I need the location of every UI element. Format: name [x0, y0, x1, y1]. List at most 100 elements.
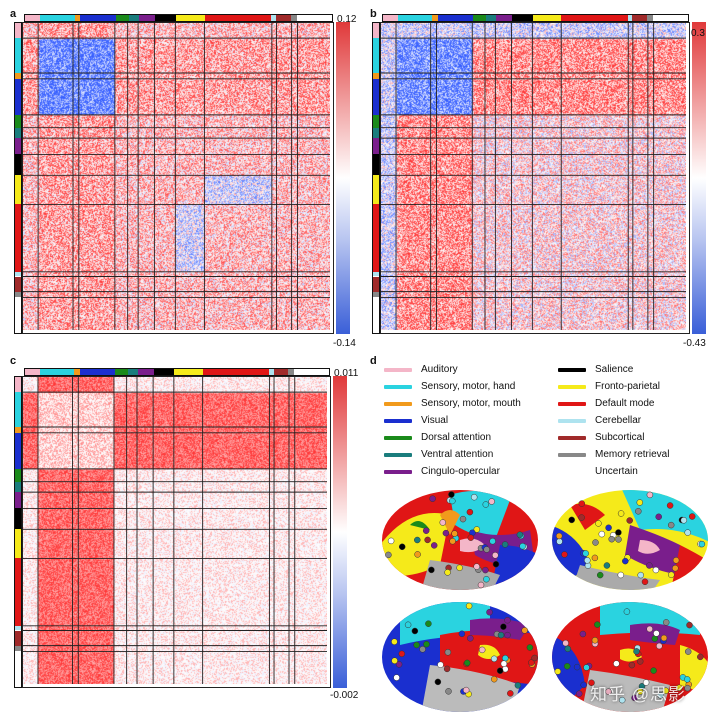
brain-node-dot [391, 638, 398, 645]
network-segment [373, 138, 379, 155]
brain-node-dot [617, 571, 625, 579]
network-segment [39, 369, 75, 375]
brain-node-dot [430, 542, 438, 549]
brain-node-dot [646, 562, 653, 569]
brain-node-dot [437, 661, 444, 669]
network-legend: Auditory Sensory, motor, hand Sensory, mot… [384, 362, 704, 492]
network-segment [15, 127, 21, 139]
brain-node-dot [662, 687, 670, 694]
brain-node-dot [686, 621, 693, 629]
brain-surface-renderings [382, 490, 708, 712]
legend-label: Sensory, motor, hand [421, 381, 516, 392]
brain-node-dot [398, 543, 406, 551]
legend-item: Auditory [384, 364, 458, 375]
legend-item: Salience [558, 364, 633, 375]
legend-swatch [384, 418, 412, 423]
brain-node-dot [451, 530, 458, 537]
brain-node-dot [424, 536, 431, 544]
legend-item: Cerebellar [558, 415, 641, 426]
network-segment [127, 369, 138, 375]
brain-node-dot [462, 686, 470, 694]
brain-node-dot [668, 571, 675, 579]
legend-swatch [558, 452, 586, 457]
brain-node-dot [652, 566, 660, 574]
brain-node-dot [653, 630, 660, 637]
brain-node-dot [504, 616, 511, 624]
brain-node-dot [594, 621, 601, 628]
brain-node-dot [470, 493, 478, 501]
network-segment [652, 15, 685, 21]
network-segment [273, 369, 289, 375]
connectivity-matrix-c [22, 376, 331, 688]
brain-node-dot [591, 554, 599, 562]
network-segment [15, 492, 21, 509]
network-segment [15, 481, 21, 493]
network-segment [15, 558, 21, 626]
brain-node-dot [635, 508, 642, 515]
network-segment [15, 78, 21, 115]
legend-label: Uncertain [595, 466, 638, 477]
network-segment [15, 468, 21, 482]
network-segment [15, 175, 21, 205]
brain-node-dot [423, 640, 430, 648]
network-segment [647, 15, 653, 21]
brain-node-dot [666, 502, 674, 509]
brain-node-dot [592, 539, 599, 546]
network-segment [271, 15, 277, 21]
brain-node-dot [473, 563, 480, 570]
connectivity-matrix-b [380, 22, 690, 334]
legend-swatch [384, 401, 412, 406]
legend-swatch [558, 469, 586, 474]
network-segment [15, 651, 21, 684]
brain-node-dots [385, 491, 706, 704]
brain-node-dot [568, 516, 575, 524]
matrix-grid-lines [23, 23, 330, 330]
connectivity-matrix-a [22, 22, 334, 334]
matrix-heatmap-canvas [381, 23, 686, 330]
legend-label: Salience [595, 364, 634, 375]
brain-node-dot [393, 674, 400, 681]
brain-node-dot [492, 552, 499, 559]
network-segment [15, 204, 21, 272]
network-bar-top-b [382, 14, 689, 22]
legend-label: Ventral attention [421, 449, 494, 460]
brain-node-dot [641, 578, 649, 586]
brain-node-dot [439, 519, 447, 526]
brain-node-dot [504, 631, 511, 639]
network-segment [15, 508, 21, 530]
panel-letter-b: b [370, 8, 377, 20]
network-segment [296, 15, 329, 21]
network-segment [155, 15, 176, 21]
brain-node-dot [631, 694, 638, 702]
network-segment [473, 15, 486, 21]
matrix-heatmap-canvas [23, 377, 327, 684]
brain-node-dot [588, 679, 595, 687]
brain-node-dot [526, 644, 534, 651]
brain-node-dot [564, 645, 572, 653]
network-segment [485, 15, 497, 21]
network-segment [294, 369, 326, 375]
network-segment [15, 377, 21, 393]
brain-node-dot [655, 513, 662, 521]
colorbar-max-b: 0.3 [691, 28, 705, 39]
legend-swatch [384, 435, 412, 440]
brain-node-dot [456, 564, 463, 572]
brain-node-dot [391, 657, 398, 664]
brain-node-dot [672, 564, 679, 572]
colorbar-min-a: -0.14 [333, 338, 356, 349]
brain-node-dot [555, 532, 563, 540]
legend-label: Default mode [595, 398, 655, 409]
brain-node-dot [697, 653, 704, 661]
network-segment [79, 369, 116, 375]
brain-node-dot [623, 608, 631, 615]
brain-node-dot [425, 620, 432, 627]
brain-node-dot [519, 542, 526, 550]
brain-node-dot [688, 513, 696, 520]
brain-node-dot [516, 531, 524, 538]
brain-node-dot [411, 627, 419, 635]
brain-node-dot [465, 602, 473, 610]
brain-node-dot [562, 639, 569, 647]
brain-node-dot [528, 659, 535, 666]
brain-node-dot [556, 538, 563, 545]
legend-item: Ventral attention [384, 449, 493, 460]
